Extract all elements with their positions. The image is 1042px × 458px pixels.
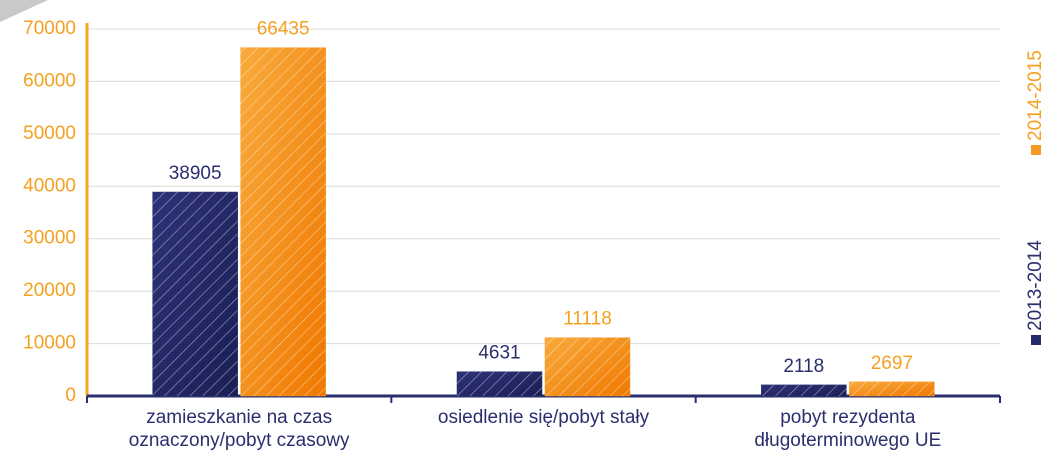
y-tick-label: 50000 — [23, 123, 76, 144]
data-label: 2118 — [783, 356, 824, 377]
x-tick-label: zamieszkanie na czas oznaczony/pobyt czas… — [129, 407, 350, 451]
y-tick-label: 60000 — [23, 70, 76, 91]
bar-hatch — [849, 381, 935, 396]
legend-swatch — [1031, 145, 1041, 155]
data-label: 38905 — [169, 163, 222, 184]
y-tick-label: 40000 — [23, 175, 76, 196]
legend-swatch — [1031, 335, 1041, 345]
bar-hatch — [457, 371, 542, 396]
data-label: 4631 — [478, 343, 520, 364]
y-tick-label: 20000 — [23, 280, 76, 301]
bar-hatch — [240, 47, 326, 396]
y-tick-label: 30000 — [23, 228, 76, 249]
legend-label: 2013-2014 — [1025, 240, 1042, 331]
legend-label: 2014-2015 — [1025, 50, 1042, 141]
bar-hatch — [761, 384, 847, 396]
x-tick-label: pobyt rezydenta długoterminowego UE — [754, 407, 941, 451]
y-tick-label: 10000 — [23, 333, 76, 354]
data-label: 11118 — [563, 309, 612, 330]
corner-decoration — [0, 0, 48, 22]
data-label: 66435 — [257, 19, 310, 40]
y-tick-label: 0 — [65, 385, 76, 406]
bar-hatch — [545, 337, 630, 396]
x-tick-label: osiedlenie się/pobyt stały — [438, 407, 650, 428]
data-label: 2697 — [871, 353, 913, 374]
bar-hatch — [152, 192, 238, 396]
y-tick-label: 70000 — [23, 18, 76, 39]
